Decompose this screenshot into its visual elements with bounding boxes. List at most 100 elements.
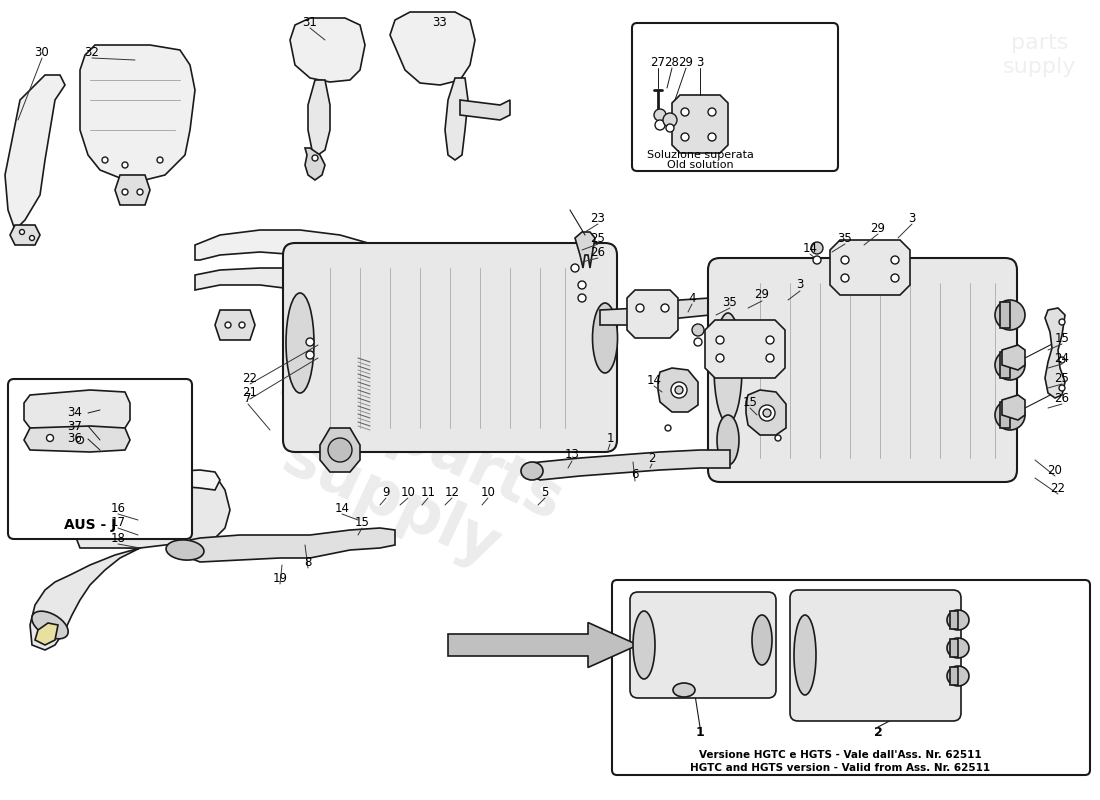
Circle shape: [20, 230, 24, 234]
Text: 10: 10: [400, 486, 416, 498]
Text: 15: 15: [1055, 331, 1069, 345]
FancyArrow shape: [448, 622, 638, 667]
Polygon shape: [188, 528, 395, 562]
Polygon shape: [658, 368, 698, 412]
Ellipse shape: [593, 303, 617, 373]
Polygon shape: [195, 230, 390, 275]
Polygon shape: [6, 75, 65, 230]
Polygon shape: [100, 510, 205, 548]
Circle shape: [578, 294, 586, 302]
Text: HGTC and HGTS version - Valid from Ass. Nr. 62511: HGTC and HGTS version - Valid from Ass. …: [690, 763, 990, 773]
Circle shape: [122, 162, 128, 168]
Circle shape: [716, 354, 724, 362]
Text: 15: 15: [354, 515, 370, 529]
Ellipse shape: [717, 415, 739, 465]
Text: AUS - J: AUS - J: [64, 518, 117, 532]
Polygon shape: [214, 310, 255, 340]
Polygon shape: [950, 667, 958, 685]
Text: 35: 35: [837, 231, 852, 245]
Polygon shape: [362, 394, 369, 398]
Text: 20: 20: [1047, 463, 1063, 477]
Circle shape: [30, 235, 34, 241]
Text: Old solution: Old solution: [667, 160, 734, 170]
Polygon shape: [35, 623, 58, 645]
Polygon shape: [362, 376, 369, 380]
Polygon shape: [528, 450, 730, 480]
Circle shape: [766, 354, 774, 362]
Circle shape: [239, 322, 245, 328]
Circle shape: [675, 386, 683, 394]
Text: designer
for parts
supply: designer for parts supply: [239, 285, 602, 595]
Text: 9: 9: [383, 486, 389, 498]
Text: 23: 23: [591, 211, 605, 225]
Text: 5: 5: [541, 486, 549, 498]
Text: 3: 3: [696, 55, 704, 69]
Text: 18: 18: [111, 531, 125, 545]
Ellipse shape: [947, 610, 969, 630]
Circle shape: [666, 124, 674, 132]
FancyBboxPatch shape: [632, 23, 838, 171]
Polygon shape: [1000, 352, 1010, 378]
Text: 12: 12: [444, 486, 460, 498]
Polygon shape: [1000, 302, 1010, 328]
Ellipse shape: [996, 300, 1025, 330]
Text: 10: 10: [481, 486, 495, 498]
Circle shape: [157, 157, 163, 163]
Polygon shape: [746, 390, 786, 435]
Text: 36: 36: [67, 433, 82, 446]
Polygon shape: [362, 403, 369, 407]
Circle shape: [671, 382, 688, 398]
Polygon shape: [1045, 308, 1065, 398]
Polygon shape: [362, 385, 369, 389]
Circle shape: [306, 338, 313, 346]
Text: 27: 27: [650, 55, 666, 69]
Polygon shape: [30, 475, 230, 650]
Text: 22: 22: [242, 371, 257, 385]
Text: 11: 11: [420, 486, 436, 498]
Polygon shape: [80, 45, 195, 180]
Polygon shape: [195, 268, 385, 315]
Circle shape: [708, 133, 716, 141]
Circle shape: [842, 256, 849, 264]
Circle shape: [681, 133, 689, 141]
Text: 14: 14: [334, 502, 350, 514]
Polygon shape: [446, 78, 468, 160]
Circle shape: [813, 256, 821, 264]
Text: Soluzione superata: Soluzione superata: [647, 150, 754, 160]
Polygon shape: [1000, 402, 1010, 428]
Text: 2: 2: [648, 451, 656, 465]
Circle shape: [1059, 385, 1065, 391]
Text: 28: 28: [664, 55, 680, 69]
FancyBboxPatch shape: [283, 243, 617, 452]
Text: 14: 14: [803, 242, 817, 254]
Text: 34: 34: [67, 406, 82, 419]
Polygon shape: [627, 290, 678, 338]
Circle shape: [891, 256, 899, 264]
FancyBboxPatch shape: [708, 258, 1018, 482]
Polygon shape: [1002, 395, 1025, 420]
Text: 29: 29: [870, 222, 886, 234]
Text: 4: 4: [689, 291, 695, 305]
Text: 31: 31: [302, 15, 318, 29]
Polygon shape: [362, 412, 369, 416]
Circle shape: [306, 351, 313, 359]
Text: 14: 14: [647, 374, 661, 386]
Polygon shape: [362, 421, 369, 425]
Polygon shape: [362, 367, 369, 371]
Text: 37: 37: [67, 419, 82, 433]
Text: 17: 17: [110, 515, 125, 529]
Text: 24: 24: [1055, 351, 1069, 365]
Circle shape: [77, 437, 84, 443]
Circle shape: [694, 338, 702, 346]
Circle shape: [692, 324, 704, 336]
Text: 8: 8: [305, 555, 311, 569]
Circle shape: [763, 409, 771, 417]
Text: 19: 19: [273, 571, 287, 585]
Text: parts
supply: parts supply: [1003, 34, 1077, 77]
Ellipse shape: [947, 638, 969, 658]
FancyBboxPatch shape: [790, 590, 961, 721]
Circle shape: [811, 242, 823, 254]
Ellipse shape: [673, 683, 695, 697]
Polygon shape: [362, 358, 369, 362]
Ellipse shape: [752, 615, 772, 665]
